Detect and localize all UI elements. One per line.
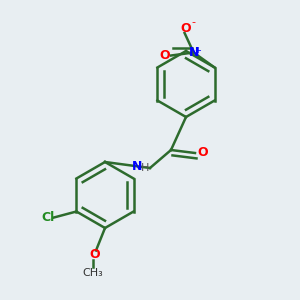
Text: H: H: [141, 163, 150, 173]
Text: N: N: [132, 160, 142, 173]
Text: -: -: [191, 17, 195, 28]
Text: N: N: [188, 46, 199, 59]
Text: +: +: [195, 46, 202, 56]
Text: O: O: [181, 22, 191, 35]
Text: Cl: Cl: [41, 211, 55, 224]
Text: O: O: [160, 49, 170, 62]
Text: CH₃: CH₃: [82, 268, 103, 278]
Text: O: O: [197, 146, 208, 160]
Text: O: O: [89, 248, 100, 262]
